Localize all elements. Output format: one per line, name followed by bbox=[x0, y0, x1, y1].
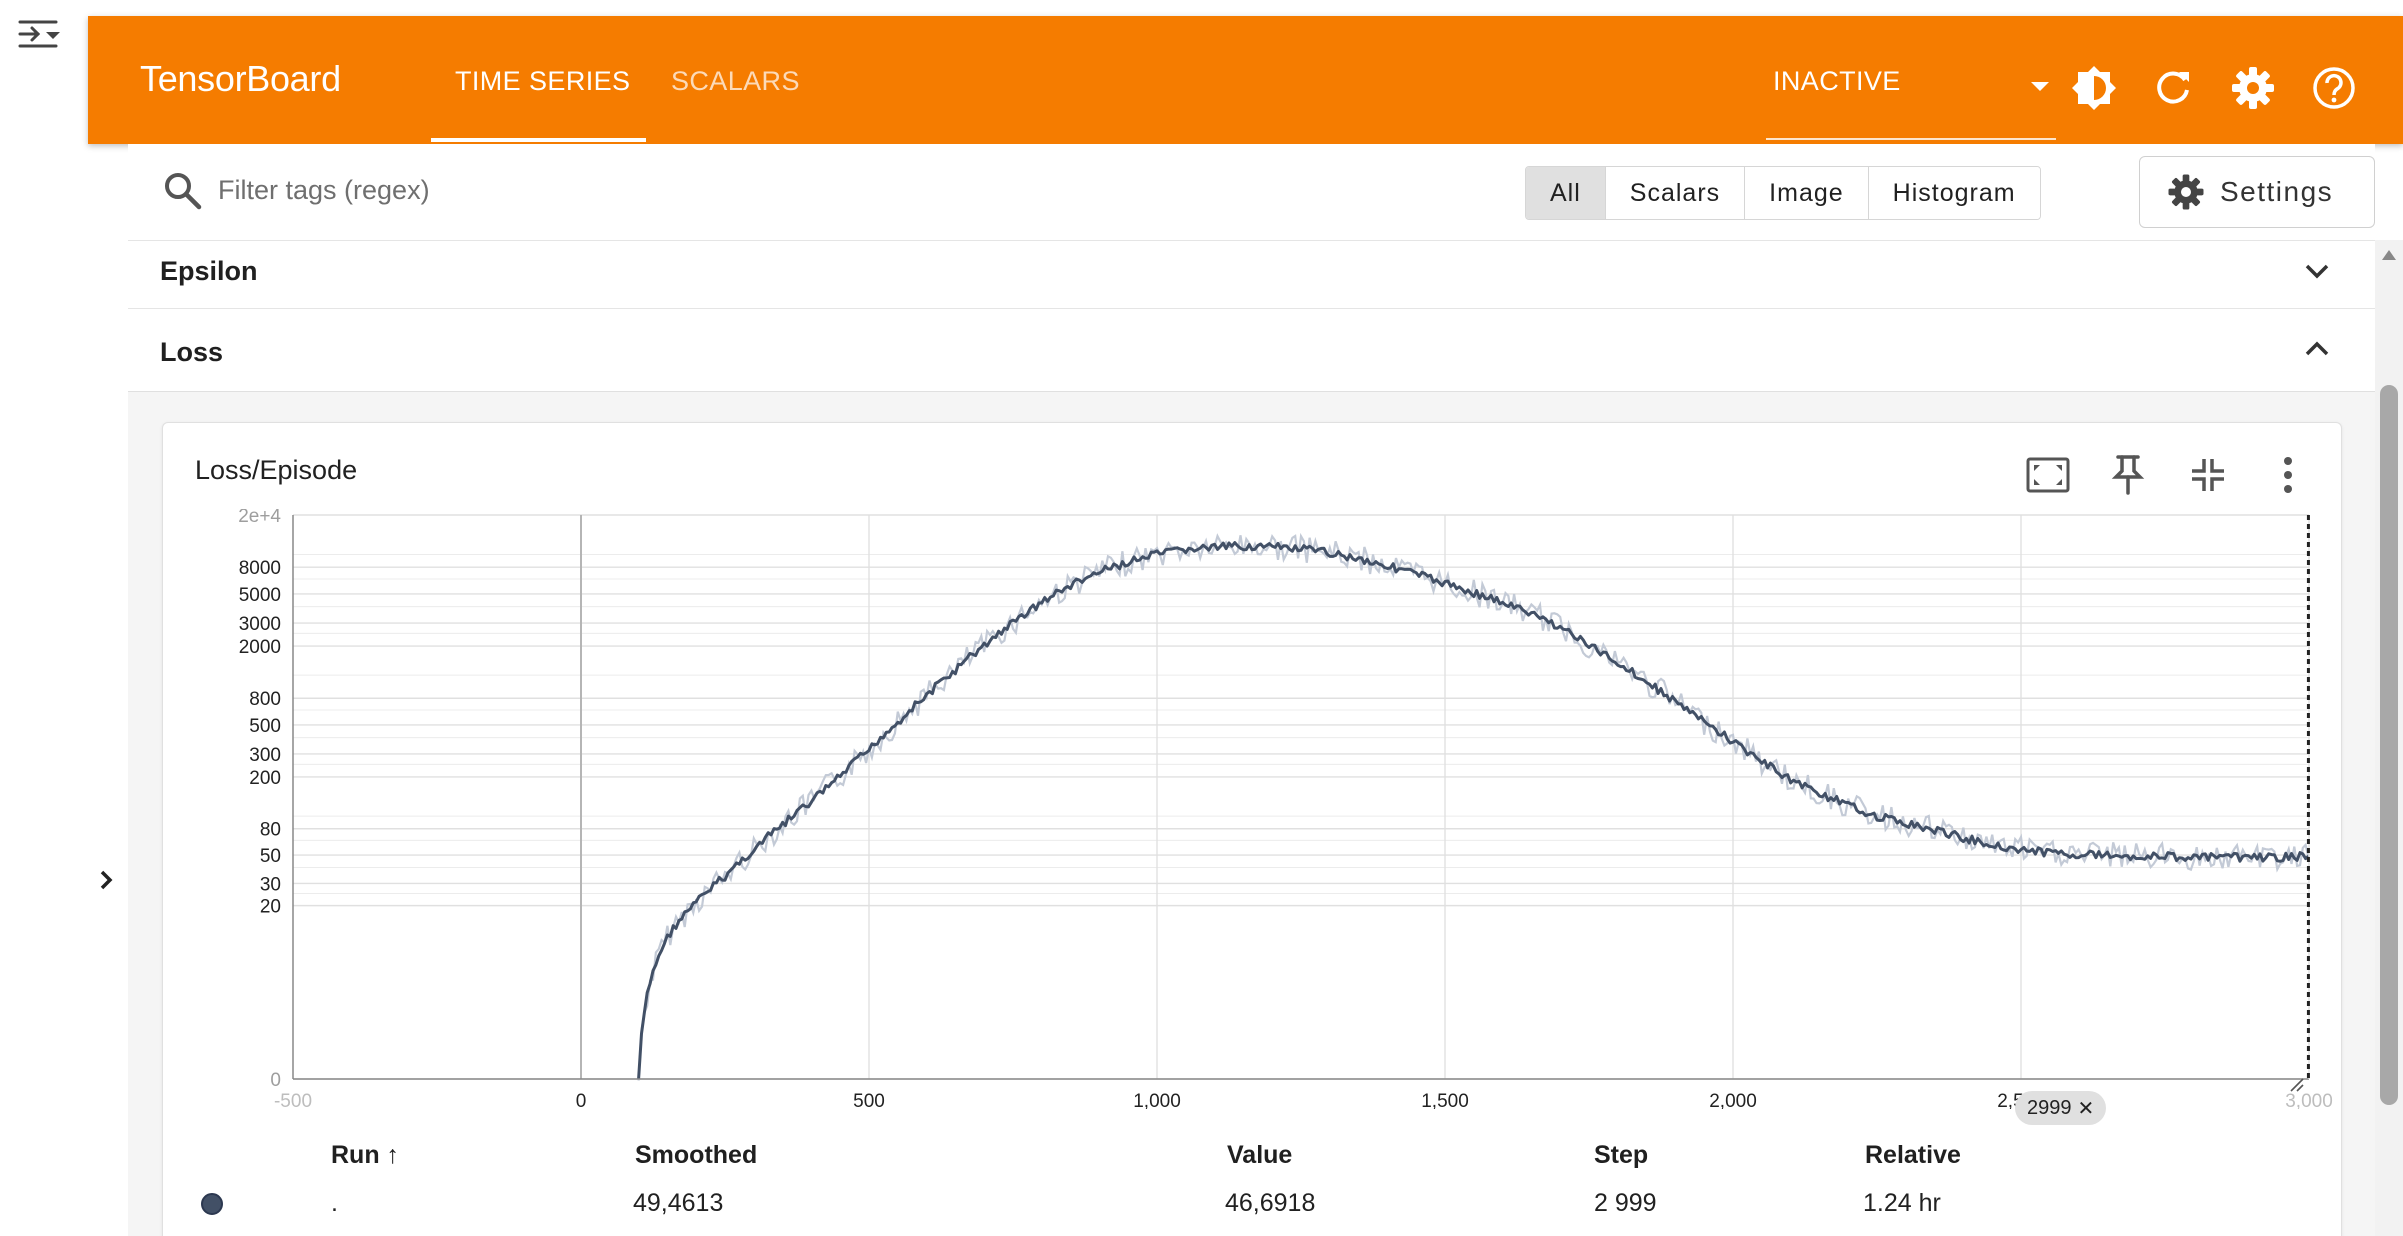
y-tick-label: 80 bbox=[260, 820, 281, 841]
group-header-epsilon[interactable]: Epsilon bbox=[128, 240, 2375, 308]
y-tick-label: 0 bbox=[270, 1070, 281, 1091]
column-header-value[interactable]: Value bbox=[1227, 1141, 1293, 1169]
tab-scalars[interactable]: SCALARS bbox=[671, 66, 800, 96]
y-tick-label: 20 bbox=[260, 897, 281, 918]
x-tick-label: 2,000 bbox=[1709, 1091, 1757, 1109]
resize-handle-icon[interactable] bbox=[2290, 1078, 2304, 1092]
tag-filter-input[interactable] bbox=[218, 166, 918, 214]
y-tick-label: 3000 bbox=[239, 614, 281, 635]
filter-bar: All Scalars Image Histogram Settings bbox=[128, 144, 2375, 240]
y-tick-label: 30 bbox=[260, 874, 281, 895]
collapse-card-icon[interactable] bbox=[2184, 451, 2232, 499]
scrollbar[interactable] bbox=[2375, 240, 2403, 1236]
settings-icon[interactable] bbox=[2229, 64, 2277, 112]
more-options-icon[interactable] bbox=[2264, 451, 2312, 499]
y-tick-label: 300 bbox=[249, 745, 281, 766]
group-header-loss[interactable]: Loss bbox=[128, 308, 2375, 392]
y-tick-label: 800 bbox=[249, 689, 281, 710]
scalar-card: Loss/Episode bbox=[162, 422, 2342, 1236]
y-tick-label: 500 bbox=[249, 716, 281, 737]
raw-series-path bbox=[637, 532, 2310, 1081]
app-title: TensorBoard bbox=[140, 58, 341, 99]
sidebar-toggle-icon[interactable] bbox=[16, 14, 64, 54]
left-gutter bbox=[0, 0, 88, 1236]
caret-down-icon bbox=[2025, 74, 2055, 98]
plugin-type-toggle: All Scalars Image Histogram bbox=[1525, 166, 2041, 220]
cell-value: 46,6918 bbox=[1225, 1189, 1316, 1217]
group-title: Loss bbox=[160, 337, 224, 367]
chevron-up-icon[interactable] bbox=[2299, 331, 2335, 367]
cell-relative: 1.24 hr bbox=[1863, 1189, 1941, 1217]
fit-domain-icon[interactable] bbox=[2024, 451, 2072, 499]
help-icon[interactable] bbox=[2310, 64, 2358, 112]
inactive-plugins-dropdown[interactable] bbox=[1766, 34, 2056, 140]
chart-axes bbox=[292, 515, 2310, 1080]
raw-series-line bbox=[637, 532, 2310, 1081]
group-title: Epsilon bbox=[160, 256, 258, 286]
x-tick-label: 3,000 bbox=[2285, 1091, 2333, 1109]
search-icon bbox=[162, 170, 204, 212]
tab-time-series[interactable]: TIME SERIES bbox=[455, 66, 631, 96]
settings-button[interactable]: Settings bbox=[2139, 156, 2375, 228]
type-filter-histogram[interactable]: Histogram bbox=[1868, 167, 2040, 219]
y-tick-label: 5000 bbox=[239, 585, 281, 606]
y-tick-label: 50 bbox=[260, 846, 281, 867]
y-tick-label: 8000 bbox=[239, 558, 281, 579]
expand-sidebar-chevron-icon[interactable] bbox=[92, 862, 122, 898]
scroll-up-arrow-icon[interactable] bbox=[2382, 250, 2396, 260]
top-app-bar: TensorBoard TIME SERIES SCALARS INACTIVE bbox=[88, 16, 2403, 144]
type-filter-image[interactable]: Image bbox=[1745, 167, 1869, 219]
column-header-relative[interactable]: Relative bbox=[1865, 1141, 1961, 1169]
column-header-step[interactable]: Step bbox=[1594, 1141, 1649, 1169]
x-tick-label: 0 bbox=[576, 1091, 587, 1109]
cell-run: . bbox=[331, 1189, 338, 1217]
y-tick-label: 2000 bbox=[239, 637, 281, 658]
x-tick-label: 1,500 bbox=[1421, 1091, 1469, 1109]
theme-toggle-icon[interactable] bbox=[2070, 64, 2118, 112]
x-tick-label: 1,000 bbox=[1133, 1091, 1181, 1109]
column-header-smoothed[interactable]: Smoothed bbox=[635, 1141, 758, 1169]
chevron-down-icon[interactable] bbox=[2299, 253, 2335, 289]
close-icon[interactable]: ✕ bbox=[2077, 1097, 2095, 1120]
cell-smoothed: 49,4613 bbox=[633, 1189, 724, 1217]
chart-grid bbox=[293, 514, 2309, 1080]
cell-step: 2 999 bbox=[1594, 1189, 1657, 1217]
gear-icon bbox=[2168, 174, 2204, 210]
type-filter-all[interactable]: All bbox=[1526, 167, 1606, 219]
active-tab-indicator bbox=[431, 138, 646, 142]
line-chart[interactable]: 02030508020030050080020003000500080002e+… bbox=[163, 509, 2343, 1109]
step-chip-label: 2999 bbox=[2027, 1096, 2072, 1119]
y-tick-label: 200 bbox=[249, 768, 281, 789]
column-header-run[interactable]: Run ↑ bbox=[331, 1141, 400, 1169]
inactive-dropdown-label: INACTIVE bbox=[1773, 66, 1901, 96]
main-content: Epsilon Loss Loss/Episode bbox=[128, 240, 2375, 1236]
settings-button-label: Settings bbox=[2220, 176, 2334, 207]
step-selector-chip[interactable]: 2999 ✕ bbox=[2015, 1091, 2107, 1125]
type-filter-scalars[interactable]: Scalars bbox=[1605, 167, 1746, 219]
pin-icon[interactable] bbox=[2104, 451, 2152, 499]
smoothed-series-line bbox=[637, 541, 2310, 1079]
x-tick-label: 500 bbox=[853, 1091, 885, 1109]
run-color-swatch[interactable] bbox=[201, 1193, 223, 1215]
y-tick-label: 2e+4 bbox=[238, 509, 281, 527]
reload-icon[interactable] bbox=[2149, 64, 2197, 112]
smoothed-series-path bbox=[637, 541, 2310, 1079]
scrollbar-thumb[interactable] bbox=[2380, 385, 2398, 1105]
x-tick-label: -500 bbox=[274, 1091, 312, 1109]
card-title: Loss/Episode bbox=[195, 455, 358, 485]
